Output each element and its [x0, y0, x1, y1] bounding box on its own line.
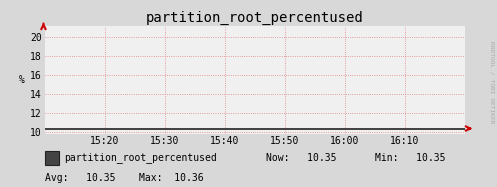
- Text: Now:   10.35: Now: 10.35: [266, 153, 336, 163]
- Title: partition_root_percentused: partition_root_percentused: [146, 11, 364, 25]
- Y-axis label: %: %: [19, 75, 25, 85]
- Text: partition_root_percentused: partition_root_percentused: [65, 153, 217, 163]
- Text: Avg:   10.35    Max:  10.36: Avg: 10.35 Max: 10.36: [45, 173, 203, 183]
- Text: Min:   10.35: Min: 10.35: [375, 153, 446, 163]
- Text: RRDTOOL / TOBI OETIKER: RRDTOOL / TOBI OETIKER: [490, 41, 495, 124]
